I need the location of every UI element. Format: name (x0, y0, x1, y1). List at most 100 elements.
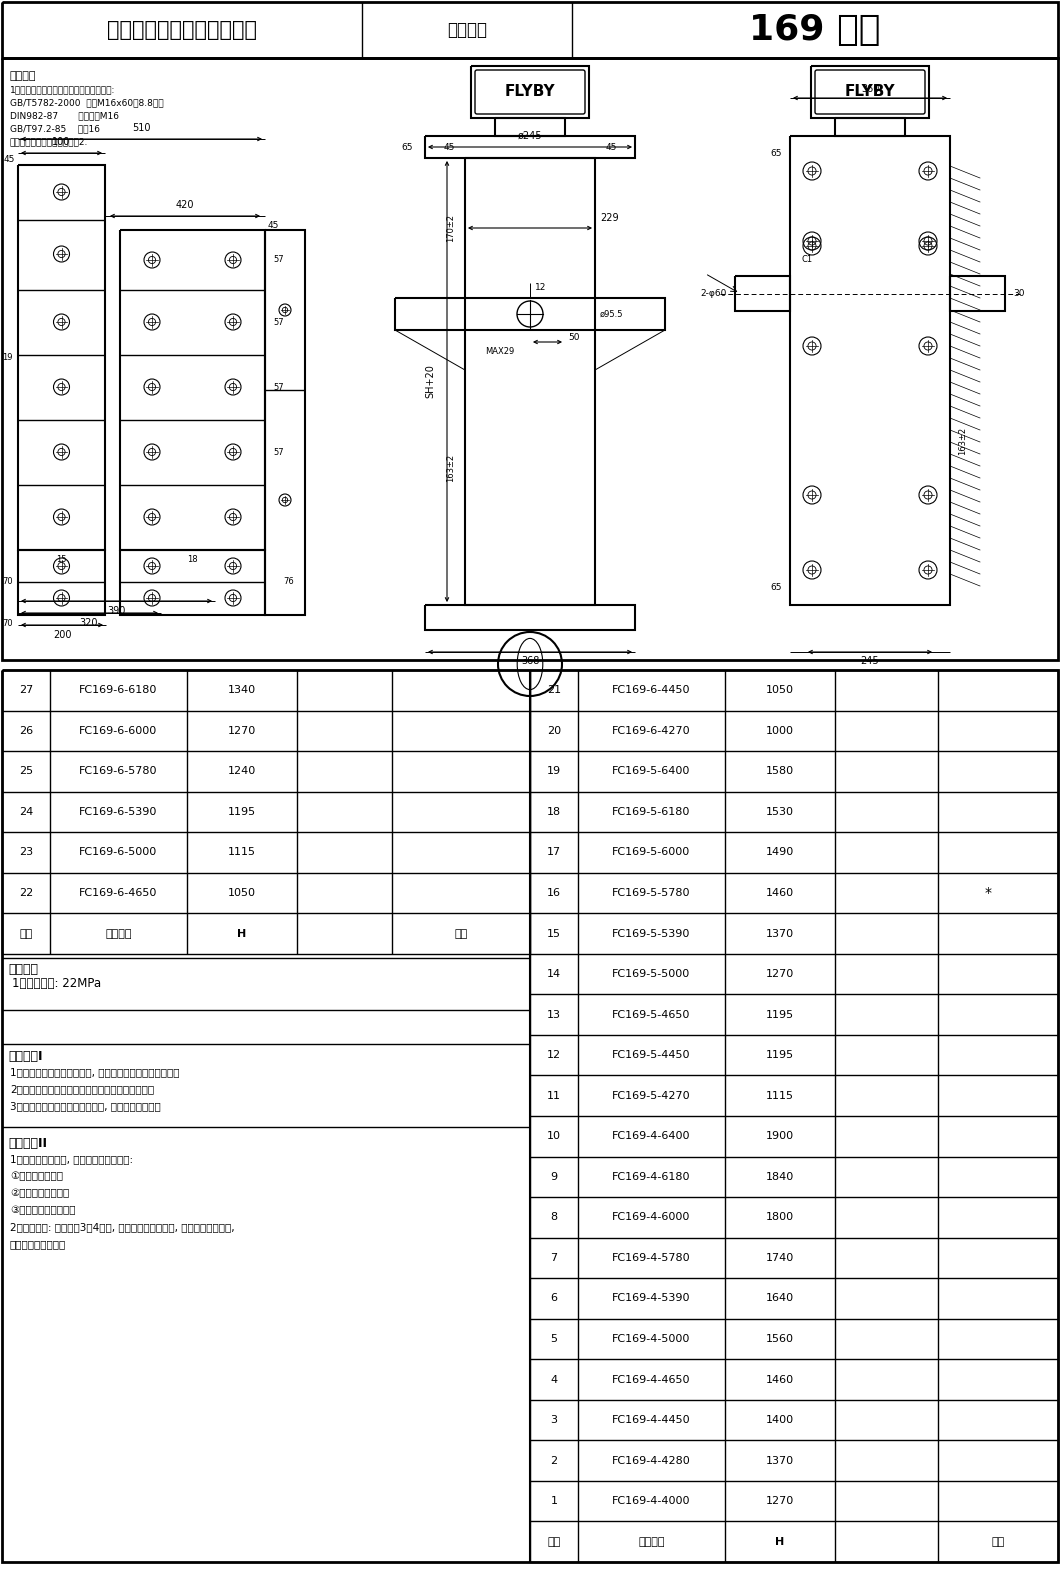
Text: 45: 45 (443, 143, 455, 152)
Text: 1050: 1050 (766, 686, 794, 695)
Text: 245: 245 (861, 656, 880, 665)
Text: 360: 360 (861, 85, 879, 94)
Text: 163±2: 163±2 (958, 427, 967, 455)
Text: FC169-6-4270: FC169-6-4270 (612, 726, 690, 736)
Text: FC169-6-6180: FC169-6-6180 (78, 686, 157, 695)
Text: 17: 17 (547, 847, 561, 857)
Text: ø245: ø245 (517, 130, 543, 141)
Text: 序号: 序号 (547, 1536, 561, 1547)
Text: 20: 20 (547, 726, 561, 736)
Text: 1800: 1800 (766, 1213, 794, 1222)
Text: 57: 57 (273, 319, 284, 326)
Text: 1270: 1270 (228, 726, 257, 736)
Text: 3: 3 (550, 1415, 558, 1425)
Text: 1530: 1530 (766, 806, 794, 817)
Text: 57: 57 (273, 383, 284, 392)
Text: 1195: 1195 (766, 1009, 794, 1020)
Text: 1240: 1240 (228, 766, 257, 777)
Text: 510: 510 (132, 122, 151, 133)
Text: FC169-4-5390: FC169-4-5390 (612, 1293, 690, 1304)
Text: 1580: 1580 (766, 766, 794, 777)
Text: GB/T97.2-85    垫圈16: GB/T97.2-85 垫圈16 (10, 124, 100, 133)
Text: 15: 15 (56, 555, 66, 563)
Text: *: * (985, 886, 991, 901)
Text: FC169-6-4650: FC169-6-4650 (78, 888, 157, 897)
Text: 25: 25 (19, 766, 33, 777)
Text: FC169-5-6400: FC169-5-6400 (612, 766, 690, 777)
Text: 7: 7 (550, 1254, 558, 1263)
Text: 1900: 1900 (766, 1131, 794, 1141)
Text: 注意事项I: 注意事项I (8, 1050, 42, 1064)
Text: 19: 19 (2, 353, 13, 362)
Text: FC169-6-5390: FC169-6-5390 (78, 806, 157, 817)
Text: FC169-5-4650: FC169-5-4650 (612, 1009, 690, 1020)
Text: 19: 19 (547, 766, 561, 777)
Text: 产品型号: 产品型号 (638, 1536, 665, 1547)
Text: 9: 9 (550, 1172, 558, 1181)
Text: FC169-4-6400: FC169-4-6400 (612, 1131, 690, 1141)
Text: 10: 10 (547, 1131, 561, 1141)
Text: 技术参数: 技术参数 (8, 963, 38, 976)
Text: 1560: 1560 (766, 1334, 794, 1345)
Text: 6: 6 (550, 1293, 558, 1304)
Text: 420: 420 (176, 199, 194, 210)
Text: DIN982-87       自锁螺母M16: DIN982-87 自锁螺母M16 (10, 111, 119, 121)
Text: FC169-4-5000: FC169-4-5000 (612, 1334, 690, 1345)
Text: 23: 23 (19, 847, 33, 857)
Text: 76: 76 (283, 577, 294, 587)
Text: FC169-6-6000: FC169-6-6000 (78, 726, 157, 736)
Text: ③液压缸内有异常响声: ③液压缸内有异常响声 (10, 1205, 75, 1214)
Text: FC169-4-4000: FC169-4-4000 (612, 1497, 690, 1506)
Text: 1640: 1640 (766, 1293, 794, 1304)
Text: 1460: 1460 (766, 888, 794, 897)
Text: 14: 14 (547, 970, 561, 979)
Text: 18: 18 (547, 806, 561, 817)
Text: MAX29: MAX29 (485, 347, 514, 356)
Text: 200: 200 (53, 631, 71, 640)
Text: 27: 27 (19, 686, 33, 695)
Text: FC169-4-5780: FC169-4-5780 (612, 1254, 690, 1263)
Text: 8: 8 (550, 1213, 558, 1222)
Text: FC169-4-4280: FC169-4-4280 (612, 1456, 690, 1465)
Text: 45: 45 (605, 143, 617, 152)
Text: 1195: 1195 (766, 1050, 794, 1061)
Text: 1115: 1115 (766, 1090, 794, 1101)
Text: 1、所有安装螺栓必须按推荐扭矩拧紧螺栓:: 1、所有安装螺栓必须按推荐扭矩拧紧螺栓: (10, 85, 116, 94)
Text: 1195: 1195 (228, 806, 257, 817)
Text: 1370: 1370 (766, 929, 794, 938)
Text: 1740: 1740 (766, 1254, 794, 1263)
Text: 1400: 1400 (766, 1415, 794, 1425)
Text: 注意事项II: 注意事项II (8, 1138, 47, 1150)
Text: 11: 11 (547, 1090, 561, 1101)
Text: 57: 57 (273, 256, 284, 265)
Text: 产品型号: 产品型号 (105, 929, 131, 938)
Text: 5: 5 (550, 1334, 558, 1345)
Text: 备注: 备注 (991, 1536, 1005, 1547)
Text: 12: 12 (535, 282, 546, 292)
Text: FC169-5-6180: FC169-5-6180 (612, 806, 690, 817)
Text: FC169-5-5780: FC169-5-5780 (612, 888, 690, 897)
Text: 170±2: 170±2 (446, 213, 455, 242)
Text: FC169-6-5000: FC169-6-5000 (78, 847, 157, 857)
Text: 安装说明: 安装说明 (10, 71, 36, 82)
Text: 2、排气方法: 空载举升3－4次后, 液压系统将自动排气, 放出系统中的空气,: 2、排气方法: 空载举升3－4次后, 液压系统将自动排气, 放出系统中的空气, (10, 1222, 234, 1232)
Text: 70: 70 (2, 577, 13, 587)
Text: 30: 30 (1013, 289, 1025, 298)
Text: 3、工作压力由实际使用状态决定, 切勿超过最大压力: 3、工作压力由实际使用状态决定, 切勿超过最大压力 (10, 1101, 161, 1111)
Text: 1270: 1270 (766, 1497, 794, 1506)
Text: ø95.5: ø95.5 (600, 309, 623, 319)
Text: 57: 57 (273, 449, 284, 457)
Text: FLYBY: FLYBY (505, 85, 555, 99)
Text: 229: 229 (600, 213, 619, 223)
Text: C1: C1 (802, 256, 813, 264)
Text: 1000: 1000 (766, 726, 794, 736)
Text: 15: 15 (547, 929, 561, 938)
Text: 65: 65 (771, 149, 782, 158)
Text: FC169-5-5390: FC169-5-5390 (612, 929, 690, 938)
Text: H: H (775, 1536, 784, 1547)
Text: H: H (237, 929, 247, 938)
Text: 直至不再有上述现象: 直至不再有上述现象 (10, 1240, 66, 1249)
Text: FC169-6-4450: FC169-6-4450 (612, 686, 690, 695)
Text: 1370: 1370 (766, 1456, 794, 1465)
Text: FC169-4-4450: FC169-4-4450 (612, 1415, 690, 1425)
